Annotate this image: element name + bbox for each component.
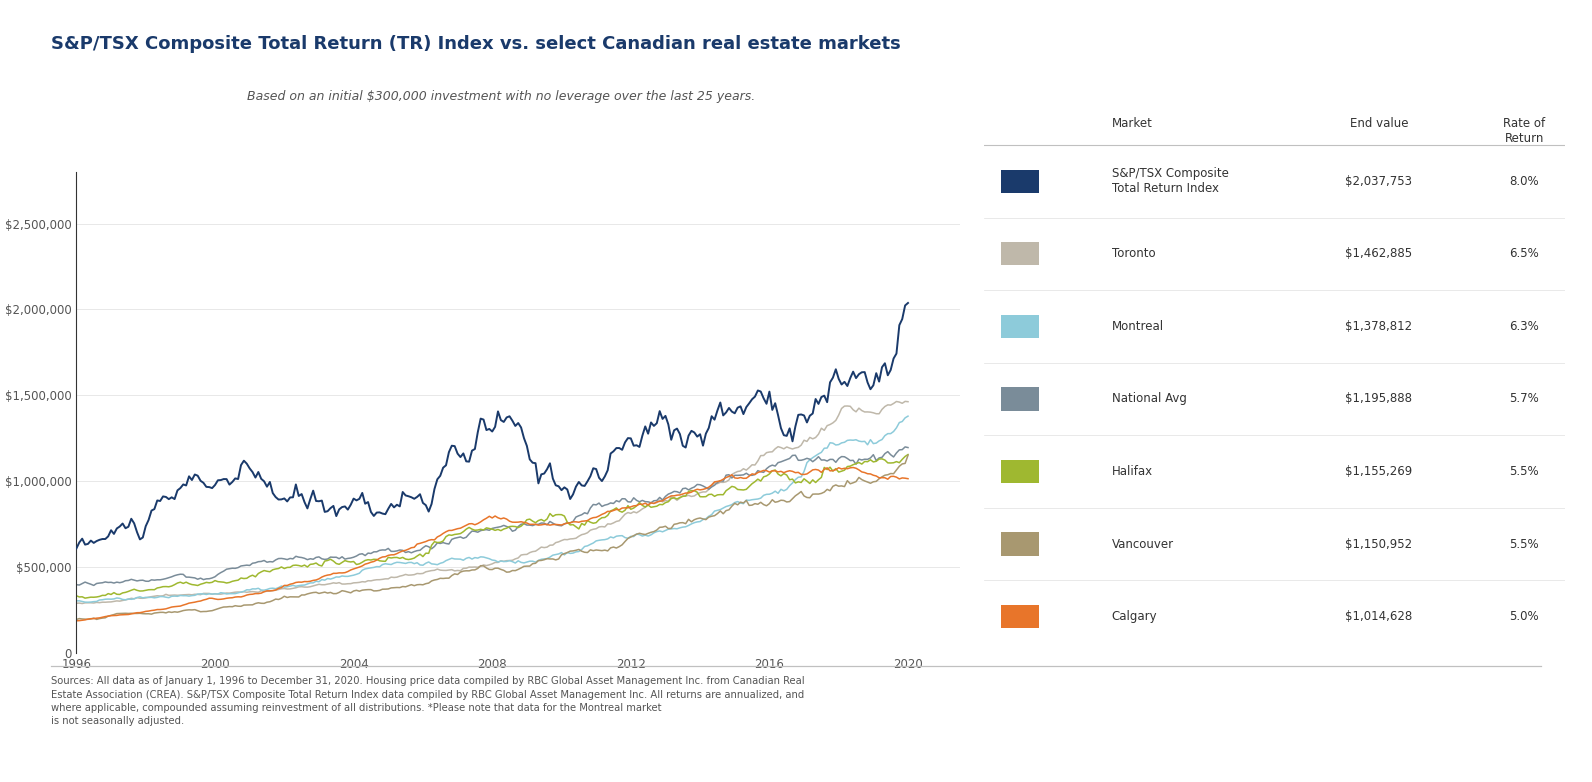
Text: 5.5%: 5.5%	[1509, 465, 1539, 478]
Text: $2,037,753: $2,037,753	[1345, 174, 1412, 188]
Bar	[1001, 170, 1040, 193]
Bar	[1001, 533, 1040, 556]
Text: S&P/TSX Composite Total Return (TR) Index vs. select Canadian real estate market: S&P/TSX Composite Total Return (TR) Inde…	[51, 35, 901, 53]
Text: $1,195,888: $1,195,888	[1345, 393, 1412, 405]
Bar	[1001, 242, 1040, 265]
Bar	[1001, 460, 1040, 483]
Text: Toronto: Toronto	[1111, 247, 1156, 260]
Text: 5.7%: 5.7%	[1509, 393, 1539, 405]
Text: Vancouver: Vancouver	[1111, 537, 1173, 551]
Text: Montreal: Montreal	[1111, 320, 1164, 333]
Bar	[1001, 605, 1040, 628]
Text: $1,462,885: $1,462,885	[1345, 247, 1412, 260]
Text: 5.0%: 5.0%	[1509, 610, 1539, 623]
Text: Based on an initial $300,000 investment with no leverage over the last 25 years.: Based on an initial $300,000 investment …	[247, 90, 756, 103]
Text: 8.0%: 8.0%	[1509, 174, 1539, 188]
Text: Halifax: Halifax	[1111, 465, 1153, 478]
Text: 5.5%: 5.5%	[1509, 537, 1539, 551]
Text: Rate of
Return: Rate of Return	[1503, 117, 1546, 145]
Text: 6.3%: 6.3%	[1509, 320, 1539, 333]
Bar	[1001, 387, 1040, 411]
Text: $1,378,812: $1,378,812	[1345, 320, 1412, 333]
Text: $1,155,269: $1,155,269	[1345, 465, 1412, 478]
Text: $1,014,628: $1,014,628	[1345, 610, 1412, 623]
Text: National Avg: National Avg	[1111, 393, 1186, 405]
Text: Market: Market	[1111, 117, 1153, 130]
Text: Calgary: Calgary	[1111, 610, 1157, 623]
Bar	[1001, 315, 1040, 338]
Text: 6.5%: 6.5%	[1509, 247, 1539, 260]
Text: Sources: All data as of January 1, 1996 to December 31, 2020. Housing price data: Sources: All data as of January 1, 1996 …	[51, 676, 804, 726]
Text: S&P/TSX Composite
Total Return Index: S&P/TSX Composite Total Return Index	[1111, 167, 1229, 196]
Text: End value: End value	[1350, 117, 1409, 130]
Text: $1,150,952: $1,150,952	[1345, 537, 1412, 551]
